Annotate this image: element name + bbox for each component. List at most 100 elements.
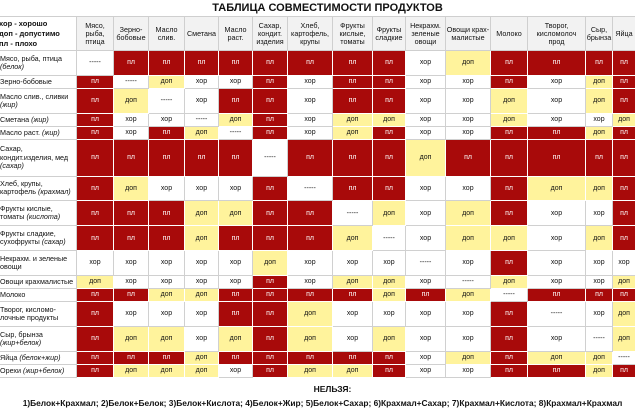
- compat-cell: пл: [218, 139, 253, 177]
- row-note: (сахар): [41, 237, 66, 247]
- rules-section: НЕЛЬЗЯ: 1)Белок+Крахмал; 2)Белок+Белок; …: [0, 383, 635, 411]
- row-label: Зерно-бобовые: [0, 76, 52, 86]
- row-label: Масло слив., сливки: [0, 91, 69, 101]
- compat-cell: -----: [76, 50, 114, 76]
- compat-cell: пл: [252, 200, 288, 227]
- compat-cell: доп: [332, 274, 373, 289]
- compat-cell: пл: [332, 74, 373, 89]
- rules-title: НЕЛЬЗЯ:: [313, 384, 352, 394]
- compat-cell: хор: [527, 112, 586, 127]
- table-row: Мясо, рыба, птица (белок) ----- пл пл пл пл пл…: [0, 50, 635, 76]
- compat-cell: хор: [405, 50, 446, 76]
- compat-cell: доп: [332, 112, 373, 127]
- compat-cell: доп: [585, 87, 613, 114]
- compat-cell: хор: [332, 249, 373, 276]
- compat-cell: доп: [113, 363, 149, 379]
- table-row: Сахар, кондит.изделия, мед (сахар) пл пл пл…: [0, 139, 635, 177]
- compat-cell: пл: [527, 287, 586, 303]
- compat-cell: хор: [184, 87, 219, 114]
- compat-cell: пл: [372, 125, 406, 141]
- compat-cell: пл: [252, 87, 288, 114]
- compat-cell: хор: [287, 274, 333, 289]
- compat-cell: хор: [148, 175, 185, 202]
- compat-cell: пл: [332, 350, 373, 365]
- row-header: Зерно-бобовые: [0, 74, 77, 89]
- compatibility-table: хор - хорошо доп - допустимо пл - плохо …: [0, 16, 635, 379]
- compat-cell: пл: [184, 139, 219, 177]
- compat-cell: пл: [148, 125, 185, 141]
- row-header: Фрукты сладкие, сухофрукты (сахар): [0, 225, 77, 251]
- compat-cell: доп: [113, 325, 149, 352]
- table-row: Творог, кисломо-лочные продукты пл хор хор х…: [0, 301, 635, 327]
- compat-cell: -----: [113, 74, 149, 89]
- compat-cell: доп: [612, 301, 635, 327]
- compat-cell: -----: [445, 274, 491, 289]
- row-label: Фрукты кислые, томаты: [0, 204, 53, 222]
- compat-cell: хор: [405, 301, 446, 327]
- compat-cell: пл: [113, 50, 149, 76]
- compat-cell: -----: [252, 139, 288, 177]
- compat-cell: пл: [287, 287, 333, 303]
- compat-cell: пл: [287, 139, 333, 177]
- compat-cell: доп: [490, 112, 528, 127]
- table-row: Масло слив., сливки (жир) пл доп ----- хор пл…: [0, 87, 635, 114]
- compat-cell: хор: [148, 274, 185, 289]
- compat-cell: хор: [585, 249, 613, 276]
- compat-cell: пл: [490, 139, 528, 177]
- column-header: Молоко: [490, 16, 528, 51]
- column-header: Зерно-бобовые: [113, 16, 149, 51]
- rules-list: 1)Белок+Крахмал; 2)Белок+Белок; 3)Белок+…: [22, 398, 623, 408]
- compat-cell: доп: [113, 175, 149, 202]
- compat-cell: хор: [405, 274, 446, 289]
- table-row: Некрахм. и зеленые овощи хор хор хор хор хор д…: [0, 249, 635, 276]
- column-header: Сметана: [184, 16, 219, 51]
- compat-cell: доп: [445, 200, 491, 227]
- compat-cell: пл: [113, 350, 149, 365]
- compat-cell: доп: [527, 350, 586, 365]
- compat-cell: пл: [184, 50, 219, 76]
- compat-cell: хор: [218, 249, 253, 276]
- compat-cell: хор: [218, 274, 253, 289]
- compat-cell: хор: [184, 274, 219, 289]
- compat-cell: доп: [332, 363, 373, 379]
- compat-cell: хор: [585, 112, 613, 127]
- compat-cell: пл: [612, 74, 635, 89]
- compat-cell: доп: [372, 200, 406, 227]
- compat-cell: хор: [527, 74, 586, 89]
- compat-cell: доп: [585, 225, 613, 251]
- compat-cell: хор: [332, 301, 373, 327]
- compat-cell: пл: [218, 350, 253, 365]
- compat-cell: пл: [527, 50, 586, 76]
- compat-cell: пл: [252, 74, 288, 89]
- column-header: Хлеб, картофель, крупы: [287, 16, 333, 51]
- compat-cell: доп: [184, 287, 219, 303]
- compat-cell: доп: [372, 287, 406, 303]
- compat-cell: доп: [287, 363, 333, 379]
- compat-cell: доп: [184, 363, 219, 379]
- compat-cell: пл: [332, 139, 373, 177]
- compat-cell: пл: [76, 301, 114, 327]
- compat-cell: хор: [287, 87, 333, 114]
- row-label: Мясо, рыба, птица: [0, 53, 62, 63]
- row-label: Некрахм. и зеленые овощи: [0, 253, 68, 271]
- compat-cell: доп: [113, 87, 149, 114]
- compat-cell: хор: [612, 249, 635, 276]
- row-header: Овощи крахмалистые: [0, 274, 77, 289]
- table-row: Орехи (жир+белок) пл доп доп доп хор пл доп доп п…: [0, 363, 635, 379]
- compat-cell: доп: [287, 325, 333, 352]
- compat-cell: хор: [445, 74, 491, 89]
- compat-cell: пл: [252, 175, 288, 202]
- row-header: Орехи (жир+белок): [0, 363, 77, 379]
- compat-cell: пл: [76, 200, 114, 227]
- compat-cell: пл: [76, 87, 114, 114]
- compat-cell: хор: [527, 225, 586, 251]
- compat-cell: пл: [372, 350, 406, 365]
- row-note: (жир): [0, 99, 18, 109]
- table-row: Масло раст. (жир) пл хор пл доп ----- пл хор доп…: [0, 125, 635, 141]
- compat-cell: доп: [148, 287, 185, 303]
- compat-cell: пл: [148, 200, 185, 227]
- compat-cell: доп: [332, 125, 373, 141]
- compat-cell: пл: [113, 225, 149, 251]
- compat-cell: пл: [76, 74, 114, 89]
- compat-cell: пл: [113, 139, 149, 177]
